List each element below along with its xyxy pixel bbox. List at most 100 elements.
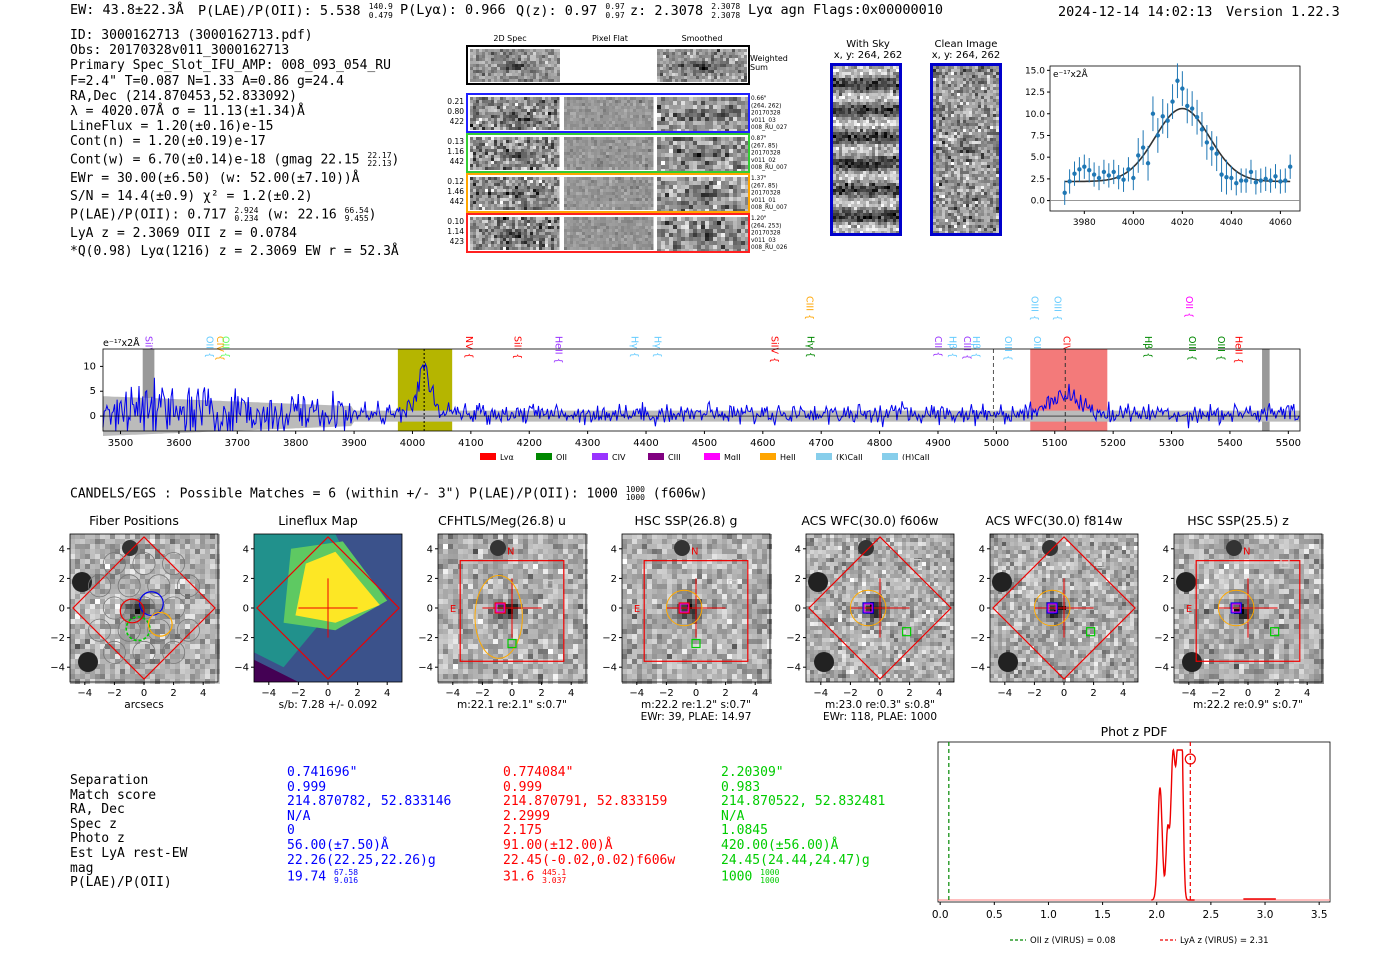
cutout-right-label: 1.37" (751, 176, 767, 182)
match-plae-hi: 67.58 (333, 868, 359, 878)
fit-point (1096, 175, 1102, 181)
candels-lo: 1000 (625, 493, 645, 502)
image-panel: 4 2 0 −2 −4 −4 −2 0 2 4 (970, 533, 1139, 699)
panel-xtick: 0 (1061, 688, 1067, 699)
compass-e: E (1186, 604, 1192, 615)
panel-ytick: 0 (243, 604, 249, 615)
panel-title: HSC SSP(25.5) z (1187, 513, 1289, 528)
photz-xtick: 2.5 (1203, 909, 1220, 921)
spectrum-frame (102, 348, 1301, 432)
match-value: 420.00(±56.00)Å (721, 837, 839, 853)
with-sky-image (830, 63, 902, 236)
match-value: 0.741696" (287, 765, 358, 780)
fit-point (1160, 114, 1165, 119)
match-label: Separation (70, 773, 149, 788)
candels-hi: 1000 (625, 485, 645, 494)
compass-e: E (450, 604, 456, 615)
spectrum-line-label: CIV { (214, 336, 225, 361)
spectrum-line-label: Hβ { (970, 336, 981, 358)
spectrum-line-label: CIII { (804, 296, 815, 320)
spectrum-legend-swatch (882, 453, 898, 460)
match-value: 2.20309" (721, 765, 784, 780)
spectrum-unit: e⁻¹⁷x2Å (103, 337, 140, 349)
match-plae-value: 19.74 (287, 869, 334, 885)
panel-xtick: −2 (843, 688, 858, 699)
panel-xtick: 4 (568, 688, 574, 699)
panel-xtick: 2 (354, 688, 360, 699)
fit-point (1278, 179, 1283, 184)
info-contw-text: Cont(w) = 6.70(±0.14)e-18 (gmag 22.15 (70, 152, 360, 168)
fiber-circle (102, 596, 126, 620)
panel-xtick: 0 (325, 688, 331, 699)
fit-point (1189, 106, 1195, 111)
spectrum-xtick: 4300 (575, 438, 600, 449)
spectrum-line-label: HeII { (552, 336, 563, 364)
panel-ytick: 2 (979, 574, 985, 585)
fit-point (1077, 167, 1082, 172)
match-value: 214.870791, 52.833159 (503, 794, 668, 810)
fit-point (1111, 169, 1116, 175)
match-value: 91.00(±12.00)Å (503, 837, 613, 853)
cutout-right-label: 008_RU_027 (751, 125, 788, 131)
match-plae-hi: 1000 (760, 868, 780, 878)
fit-ytick: 7.5 (1031, 131, 1045, 141)
fit-ytick: 12.5 (1025, 88, 1045, 98)
spectrum-xtick: 4100 (458, 438, 483, 449)
spectrum-legend-label: (H)CaII (902, 453, 929, 460)
panel-xtick: −4 (997, 688, 1012, 699)
spectrum-legend-swatch (704, 453, 720, 460)
fiber-circle (117, 618, 141, 642)
info-line: LineFlux = 1.20(±0.16)e-15 (70, 119, 274, 135)
fit-point (1238, 178, 1244, 183)
fiber-circle (132, 552, 156, 576)
panel-xtick: 0 (877, 688, 883, 699)
header-plae-lo: 0.479 (368, 11, 393, 20)
match-plae-hi: 445.1 (542, 868, 567, 878)
panel-xtick: 2 (170, 688, 176, 699)
photz-curve (1151, 748, 1195, 901)
image-panel: 4 2 0 −2 −4 −4 −2 0 2 4 s/b: 7.28 +/- 0.092 (234, 533, 403, 711)
fit-point (1126, 167, 1131, 172)
match-value: 0.774084" (503, 765, 574, 780)
fit-xtick: 3980 (1073, 218, 1096, 228)
aperture-diamond (256, 536, 400, 680)
fit-ytick: 10.0 (1025, 110, 1045, 120)
header-qz-hi: 0.97 (605, 2, 625, 11)
cutout-right-label: 0.66" (751, 96, 767, 102)
fiber-circle (102, 640, 126, 664)
spectrum-line-label: SiII { (512, 336, 523, 359)
spectrum-xtick: 4800 (867, 438, 892, 449)
spectrum-line-label: OIII { (1031, 336, 1042, 361)
spectrum-line-label: OIII { (1186, 336, 1197, 361)
spectrum-line-label: NV { (463, 336, 474, 359)
info-contw-hi: 22.17 (367, 150, 392, 160)
fit-point (1185, 103, 1190, 109)
aperture-square (643, 560, 749, 662)
panel-xtick: −2 (107, 688, 122, 699)
fit-xtick: 4000 (1122, 218, 1145, 228)
spectrum-xtick: 5000 (984, 438, 1009, 449)
panel-xtick: 0 (1245, 688, 1251, 699)
fit-point (1116, 174, 1121, 180)
panel-label: m:22.1 re:2.1" s:0.7" (457, 699, 567, 711)
info-plae-w: (w: 22.16 (266, 207, 337, 223)
match-value: 22.45(-0.02,0.02)f606w (503, 852, 676, 868)
match-value: N/A (287, 808, 311, 824)
panel-xtick: 0 (509, 688, 515, 699)
spectrum-line-label: OII { (1183, 296, 1194, 318)
spectrum-mask-left (142, 349, 155, 431)
panel-ytick: 4 (1163, 544, 1169, 555)
fit-point (1180, 86, 1185, 91)
spectrum-line-label: CIII { (961, 336, 972, 360)
photz-xtick: 1.0 (1040, 909, 1057, 921)
panel-ytick: 2 (1163, 574, 1169, 585)
panel-label: arcsecs (124, 699, 163, 711)
spectrum-xtick: 5300 (1159, 438, 1184, 449)
spectrum-xtick: 4500 (692, 438, 717, 449)
match-label: RA, Dec (70, 802, 125, 818)
panel-xtick: 4 (1120, 688, 1126, 699)
panel-ytick: −4 (602, 663, 617, 674)
sky-sub: x, y: 264, 262 (833, 50, 903, 61)
panel-xtick: 0 (141, 688, 147, 699)
